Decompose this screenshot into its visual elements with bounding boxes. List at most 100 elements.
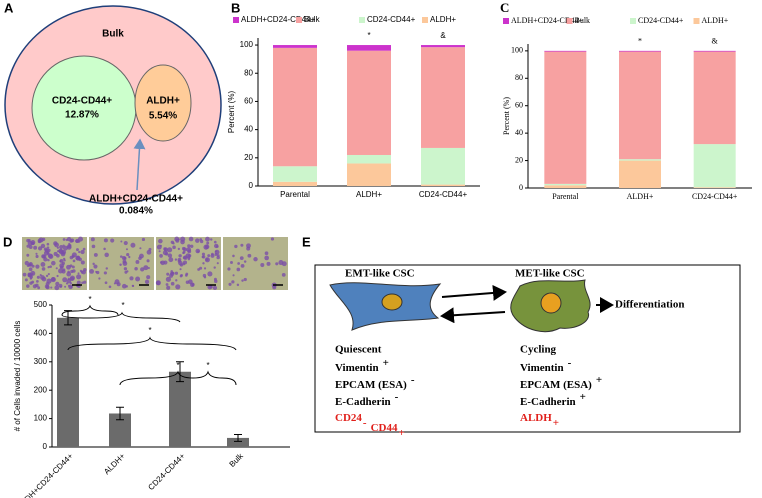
y-tick-label: 20 <box>515 155 523 164</box>
significance: * <box>176 361 179 370</box>
cell <box>128 255 131 259</box>
panel-label: C <box>500 0 509 15</box>
bar-segment <box>273 47 317 167</box>
cell <box>53 241 58 246</box>
marker-line: E-Cadherin + <box>520 391 586 408</box>
cell <box>47 265 50 269</box>
x-tick-label: ALDH+CD24-CD44+ <box>16 451 75 498</box>
cell <box>76 274 82 280</box>
y-tick-label: 40 <box>515 128 523 137</box>
aldh-set <box>134 64 192 142</box>
overlap-share: 0.084% <box>119 206 153 217</box>
cell <box>162 250 168 256</box>
cell <box>31 242 35 245</box>
cell <box>201 252 205 256</box>
cell-state: Cycling <box>520 344 557 356</box>
bar-segment <box>619 50 661 52</box>
cell <box>178 254 182 258</box>
cell <box>35 283 39 288</box>
cell <box>190 244 194 248</box>
y-tick-label: 20 <box>244 153 253 162</box>
set-share: 12.87% <box>65 110 99 121</box>
cell <box>212 285 218 291</box>
y-tick-label: 400 <box>34 329 48 338</box>
cell <box>236 283 240 287</box>
marker-name: Vimentin <box>335 362 379 374</box>
cell <box>125 248 128 251</box>
marker-line: Vimentin - <box>520 357 572 374</box>
cell <box>33 245 38 250</box>
cell <box>27 272 32 277</box>
cell <box>37 286 41 290</box>
cell <box>66 278 72 284</box>
cell <box>70 238 75 243</box>
bar-segment <box>619 159 661 161</box>
bar <box>109 413 131 447</box>
cell <box>93 264 98 269</box>
nucleus <box>381 293 403 311</box>
y-tick-label: 100 <box>511 46 523 55</box>
cell <box>50 277 56 283</box>
bar-segment <box>273 166 317 182</box>
cell <box>213 266 216 269</box>
bar-segment <box>544 185 587 188</box>
legend-label: CD24-CD44+ <box>638 16 684 25</box>
cell <box>24 278 28 282</box>
cell <box>278 260 284 266</box>
cell <box>36 275 40 279</box>
cell <box>168 257 174 263</box>
cell <box>72 259 76 263</box>
legend-label: ALDH+ <box>702 16 729 25</box>
bracket <box>61 304 119 316</box>
cell <box>82 247 86 251</box>
cell <box>119 255 123 258</box>
legend-label: Bulk <box>575 16 591 25</box>
cell-title: EMT-like CSC <box>345 268 415 280</box>
cell <box>202 273 207 278</box>
cell <box>182 262 186 266</box>
cell <box>239 256 244 261</box>
cell <box>35 254 39 258</box>
cell <box>63 259 66 262</box>
legend-label: CD24-CD44+ <box>367 15 416 24</box>
cell <box>40 262 46 267</box>
cell <box>116 282 121 287</box>
bracket <box>61 311 181 323</box>
cell <box>174 271 179 275</box>
cell <box>213 277 217 281</box>
cell <box>43 247 48 251</box>
cell <box>179 268 182 271</box>
panel-label: B <box>231 0 240 15</box>
cell <box>76 248 79 251</box>
cell <box>188 236 194 242</box>
cell <box>90 237 95 242</box>
cell <box>62 277 68 283</box>
bar <box>227 437 249 447</box>
cell <box>65 282 69 285</box>
bar-segment <box>347 50 391 155</box>
cell <box>79 269 83 273</box>
cell <box>122 261 128 266</box>
cell <box>80 249 85 255</box>
cell <box>138 256 142 260</box>
cd24-set <box>31 55 137 161</box>
bar-segment <box>347 45 391 51</box>
cell <box>59 263 65 269</box>
cell <box>174 258 178 261</box>
cell <box>163 260 168 265</box>
cell <box>207 284 213 290</box>
cell <box>179 274 183 278</box>
bar <box>57 317 79 447</box>
cell <box>70 285 73 289</box>
error-bar <box>116 406 124 421</box>
bar-segment <box>693 51 736 145</box>
cell <box>83 280 87 284</box>
cell <box>272 285 277 290</box>
cell <box>130 242 136 248</box>
panel-label: A <box>4 0 14 15</box>
cell <box>175 279 178 282</box>
nucleus <box>540 292 562 314</box>
cell <box>80 260 85 265</box>
marker-sign: - <box>411 374 415 386</box>
cell <box>46 278 52 284</box>
